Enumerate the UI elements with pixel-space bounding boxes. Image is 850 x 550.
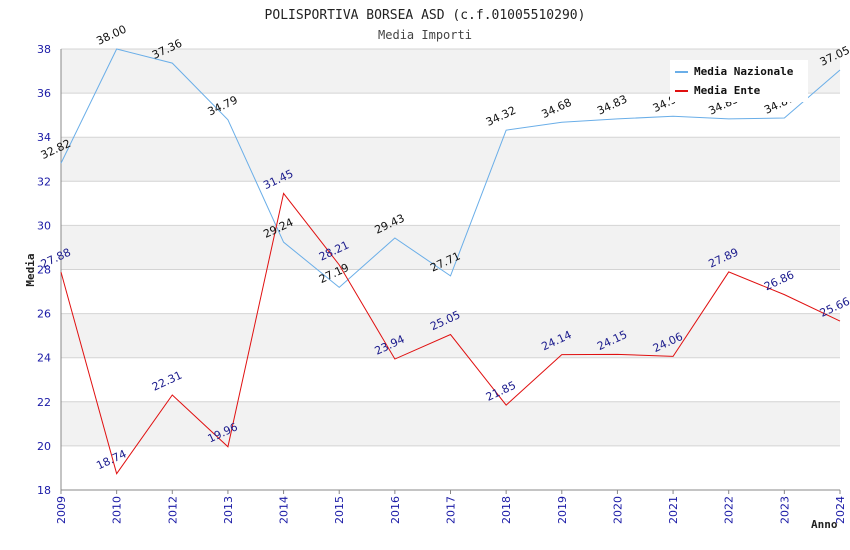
y-tick-label-36: 36	[37, 87, 51, 100]
legend-label-media-ente: Media Ente	[694, 84, 761, 97]
y-tick-label-38: 38	[37, 43, 51, 56]
y-tick-label-30: 30	[37, 219, 51, 232]
data-label-media-ente-2018: 21.85	[484, 379, 518, 404]
x-tick-label-2022: 2022	[723, 496, 736, 524]
y-axis-ticks: 18 20 22 24 26 28 30 32 34 36 38	[37, 43, 51, 497]
x-tick-label-2021: 2021	[667, 496, 680, 524]
x-tick-label-2012: 2012	[166, 496, 179, 524]
y-tick-label-18: 18	[37, 484, 51, 497]
y-tick-label-28: 28	[37, 264, 51, 277]
data-label-media-ente-2010: 18.74	[94, 447, 128, 472]
y-tick-label-22: 22	[37, 396, 51, 409]
plot-band	[61, 137, 840, 182]
x-tick-label-2018: 2018	[500, 496, 513, 524]
x-tick-label-2010: 2010	[111, 496, 124, 524]
data-label-media-nazionale-2018: 34.32	[484, 104, 518, 129]
x-axis-ticks: 2009 2010 2012 2013 2014 2015 2016 2017 2018 2019…	[55, 490, 847, 524]
x-tick-label-2020: 2020	[611, 496, 624, 524]
x-tick-label-2016: 2016	[389, 496, 402, 524]
plot-band	[61, 313, 840, 358]
plot-band	[61, 401, 840, 446]
plot-background-bands	[61, 49, 840, 446]
chart-title: POLISPORTIVA BORSEA ASD (c.f.01005510290…	[265, 8, 586, 23]
chart-subtitle: Media Importi	[378, 28, 472, 42]
x-tick-label-2019: 2019	[556, 496, 569, 524]
x-tick-label-2023: 2023	[778, 496, 791, 524]
y-tick-label-26: 26	[37, 308, 51, 321]
data-label-media-nazionale-2020: 34.83	[595, 93, 629, 118]
y-tick-label-24: 24	[37, 352, 51, 365]
x-tick-label-2015: 2015	[333, 496, 346, 524]
y-tick-label-32: 32	[37, 175, 51, 188]
plot-band	[61, 225, 840, 270]
y-tick-label-20: 20	[37, 440, 51, 453]
series-line-media-nazionale	[60, 48, 841, 289]
legend: Media Nazionale Media Ente	[670, 60, 808, 102]
x-tick-label-2013: 2013	[222, 496, 235, 524]
x-axis-label: Anno	[811, 518, 838, 531]
y-tick-label-34: 34	[37, 131, 51, 144]
data-label-media-ente-2023: 26.86	[762, 268, 796, 293]
legend-label-media-nazionale: Media Nazionale	[694, 65, 794, 78]
y-axis-label: Media	[24, 253, 37, 286]
data-label-media-nazionale-2019: 34.68	[540, 96, 574, 121]
series-line-media-ente	[60, 192, 841, 475]
legend-box	[670, 60, 808, 102]
x-tick-label-2017: 2017	[445, 496, 458, 524]
data-label-media-ente-2012: 22.31	[150, 369, 184, 394]
gridlines	[61, 48, 840, 491]
series-lines	[60, 48, 841, 475]
x-tick-label-2009: 2009	[55, 496, 68, 524]
data-label-media-nazionale-2010: 38.00	[94, 23, 128, 48]
x-tick-label-2024: 2024	[834, 496, 847, 524]
x-tick-label-2014: 2014	[278, 496, 291, 524]
